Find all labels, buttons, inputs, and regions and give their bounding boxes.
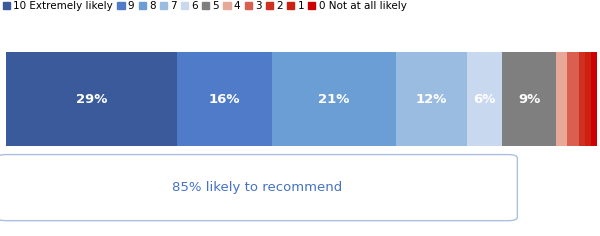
Bar: [556, 52, 568, 146]
Text: 85% likely to recommend: 85% likely to recommend: [172, 181, 342, 194]
Bar: [272, 52, 396, 146]
Text: 16%: 16%: [209, 93, 241, 106]
Legend: 10 Extremely likely, 9, 8, 7, 6, 5, 4, 3, 2, 1, 0 Not at all likely: 10 Extremely likely, 9, 8, 7, 6, 5, 4, 3…: [3, 1, 406, 11]
Text: 29%: 29%: [76, 93, 107, 106]
Bar: [467, 52, 502, 146]
FancyBboxPatch shape: [0, 155, 517, 221]
Text: 9%: 9%: [518, 93, 540, 106]
Text: 6%: 6%: [473, 93, 496, 106]
Bar: [6, 52, 178, 146]
Text: 21%: 21%: [319, 93, 350, 106]
Bar: [591, 52, 597, 146]
Text: 12%: 12%: [416, 93, 447, 106]
Bar: [585, 52, 591, 146]
Bar: [502, 52, 556, 146]
Bar: [579, 52, 585, 146]
Bar: [178, 52, 272, 146]
Bar: [396, 52, 467, 146]
Bar: [568, 52, 579, 146]
